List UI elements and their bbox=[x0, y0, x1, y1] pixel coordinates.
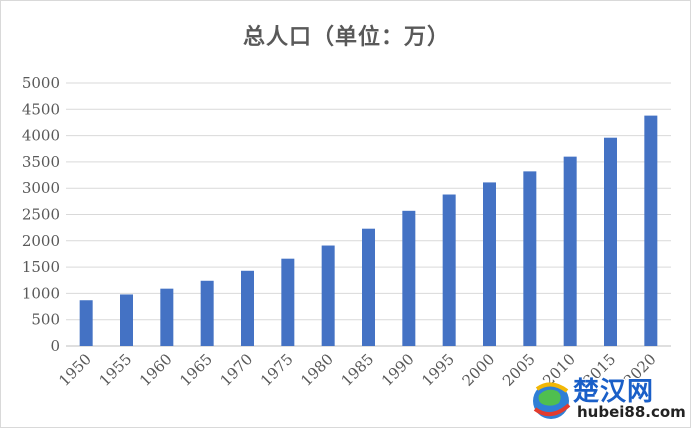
watermark: 楚汉网 hubei88.com bbox=[529, 371, 689, 427]
y-tick-label: 1000 bbox=[22, 284, 60, 302]
bar-1970 bbox=[241, 270, 254, 346]
globe-logo-icon bbox=[533, 382, 571, 419]
y-tick-label: 2500 bbox=[22, 206, 60, 224]
x-tick-label: 1960 bbox=[136, 350, 176, 390]
chart-title: 总人口（单位：万） bbox=[242, 25, 450, 50]
y-tick-label: 3000 bbox=[22, 179, 60, 197]
y-tick-label: 0 bbox=[50, 337, 60, 355]
y-tick-label: 500 bbox=[31, 311, 60, 329]
bars bbox=[79, 115, 658, 346]
bar-2000 bbox=[483, 182, 496, 346]
x-tick-label: 1970 bbox=[217, 350, 257, 390]
bar-1980 bbox=[321, 245, 335, 346]
bar-1955 bbox=[120, 294, 133, 346]
bar-1960 bbox=[160, 288, 174, 346]
x-tick-label: 1995 bbox=[418, 350, 458, 390]
bar-2020 bbox=[644, 115, 658, 346]
bar-2005 bbox=[523, 171, 537, 346]
bar-2010 bbox=[563, 156, 577, 346]
bar-1965 bbox=[200, 280, 214, 346]
bar-1990 bbox=[402, 210, 416, 346]
y-tick-label: 4500 bbox=[22, 100, 60, 118]
x-tick-label: 2000 bbox=[459, 350, 499, 390]
bar-1975 bbox=[281, 258, 295, 346]
y-tick-label: 3500 bbox=[22, 153, 60, 171]
x-tick-label: 1980 bbox=[297, 350, 337, 390]
y-tick-label: 2000 bbox=[22, 232, 60, 250]
x-tick-label: 1975 bbox=[257, 350, 297, 390]
bar-2015 bbox=[604, 137, 617, 346]
y-tick-label: 1500 bbox=[22, 258, 60, 276]
x-tick-label: 1950 bbox=[55, 350, 95, 390]
x-tick-label: 1955 bbox=[96, 350, 136, 390]
y-axis-ticks: 0 500 1000 1500 2000 2500 3000 3500 4000 4500 5000 bbox=[22, 74, 60, 355]
bar-1985 bbox=[362, 228, 375, 346]
bar-1995 bbox=[442, 194, 456, 346]
y-tick-label: 5000 bbox=[22, 74, 60, 92]
x-tick-label: 1965 bbox=[176, 350, 216, 390]
y-tick-label: 4000 bbox=[22, 127, 60, 145]
watermark-brand: 楚汉网 bbox=[573, 377, 655, 407]
x-tick-label: 1990 bbox=[378, 350, 418, 390]
bar-1950 bbox=[79, 300, 93, 346]
x-tick-label: 1985 bbox=[338, 350, 378, 390]
watermark-domain: hubei88.com bbox=[577, 403, 686, 421]
